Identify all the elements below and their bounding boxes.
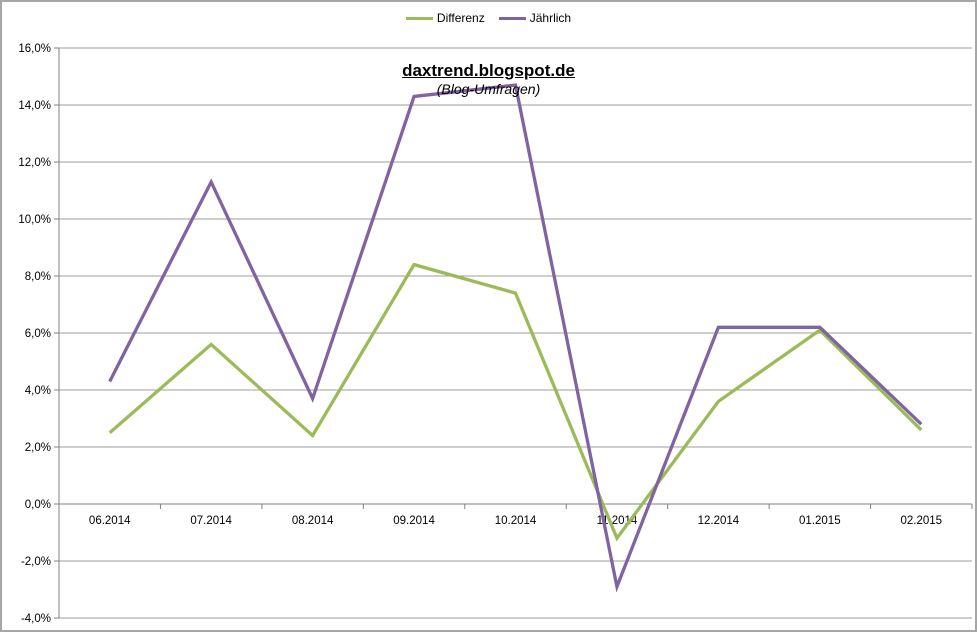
y-tick-label: 4,0% (25, 385, 51, 397)
x-tick-label: 01.2015 (799, 515, 841, 527)
series-line-jhrlich (108, 83, 923, 593)
y-tick-label: -2,0% (21, 556, 51, 568)
y-tick-label: 0,0% (25, 499, 51, 511)
x-tick-label: 12.2014 (698, 515, 740, 527)
y-tick-label: 2,0% (25, 442, 51, 454)
y-tick-label: 6,0% (25, 328, 51, 340)
y-tick-label: -4,0% (21, 613, 51, 625)
x-tick-label: 09.2014 (393, 515, 435, 527)
y-tick-label: 16,0% (18, 43, 51, 55)
x-tick-label: 07.2014 (190, 515, 232, 527)
y-tick-label: 10,0% (18, 214, 51, 226)
y-tick-label: 12,0% (18, 157, 51, 169)
series-line-differenz (108, 262, 923, 542)
x-tick-label: 10.2014 (495, 515, 537, 527)
x-tick-label: 06.2014 (89, 515, 131, 527)
x-tick-label: 08.2014 (292, 515, 334, 527)
y-tick-label: 14,0% (18, 100, 51, 112)
x-tick-label: 02.2015 (900, 515, 942, 527)
y-tick-label: 8,0% (25, 271, 51, 283)
